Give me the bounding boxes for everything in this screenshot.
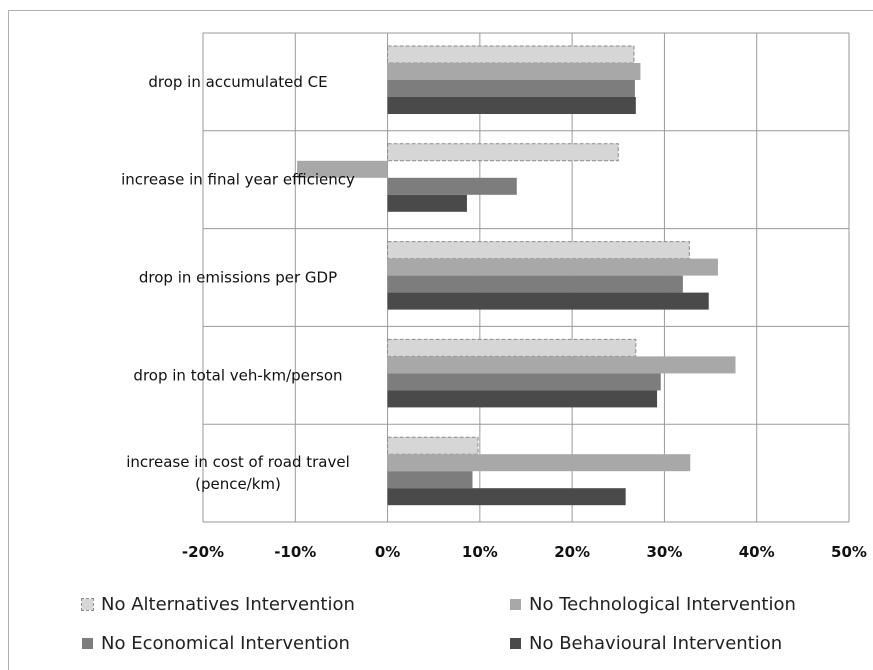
bar xyxy=(387,338,637,357)
bar xyxy=(387,454,691,472)
legend-label: No Economical Intervention xyxy=(101,633,350,654)
category-label: drop in accumulated CE xyxy=(148,73,327,91)
bar-chart: -20% -10% 0% 10% 20% 30% 40% 50% drop in accumul… xyxy=(121,32,867,561)
bar xyxy=(387,258,718,276)
bar xyxy=(387,436,479,455)
legend-swatch xyxy=(510,599,521,610)
legend-swatch xyxy=(81,598,94,611)
legend-item-0: No Alternatives Intervention xyxy=(81,594,355,615)
chart-frame xyxy=(8,10,873,670)
x-tick-label: 40% xyxy=(739,543,775,561)
bar xyxy=(387,194,467,212)
x-tick-label: 30% xyxy=(646,543,682,561)
label-layer: -20% -10% 0% 10% 20% 30% 40% 50% drop in accumul… xyxy=(121,73,867,561)
category-label: increase in final year efficiency xyxy=(121,171,355,189)
bar xyxy=(297,160,388,178)
x-tick-label: -10% xyxy=(274,543,316,561)
legend-swatch xyxy=(82,638,93,649)
bar xyxy=(387,356,736,374)
bar xyxy=(387,63,641,80)
bar xyxy=(387,143,619,162)
legend-item-1: No Technological Intervention xyxy=(510,594,796,615)
x-tick-label: 50% xyxy=(831,543,867,561)
bar xyxy=(387,177,517,195)
category-label: drop in total veh-km/person xyxy=(133,366,342,384)
legend-label: No Technological Intervention xyxy=(529,594,796,615)
bar xyxy=(387,275,683,293)
x-tick-label: 20% xyxy=(554,543,590,561)
x-tick-label: 10% xyxy=(462,543,498,561)
x-tick-label: -20% xyxy=(182,543,224,561)
bar xyxy=(387,97,636,114)
legend-label: No Alternatives Intervention xyxy=(101,594,355,615)
bar xyxy=(387,241,690,260)
bar xyxy=(387,45,635,64)
legend-label: No Behavioural Intervention xyxy=(529,633,783,654)
bar xyxy=(387,80,635,97)
legend-swatch xyxy=(510,638,521,649)
x-tick-label: 0% xyxy=(375,543,400,561)
bar xyxy=(387,292,709,310)
bar xyxy=(387,390,658,408)
legend-item-3: No Behavioural Intervention xyxy=(510,633,782,654)
bar xyxy=(387,488,626,506)
legend-item-2: No Economical Intervention xyxy=(82,633,350,654)
bar-layer xyxy=(297,45,736,506)
category-label: (pence/km) xyxy=(195,475,281,493)
category-label: increase in cost of road travel xyxy=(126,453,350,471)
bar xyxy=(387,471,473,489)
bar xyxy=(387,373,661,391)
category-label: drop in emissions per GDP xyxy=(139,269,337,287)
